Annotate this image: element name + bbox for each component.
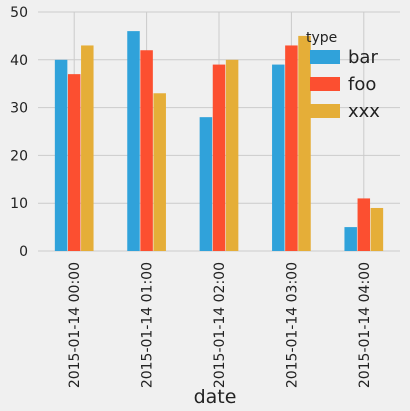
bar-bar-1 [127, 31, 140, 252]
legend-title: type [306, 30, 337, 46]
x-tick-labels: 2015-01-14 00:00 2015-01-14 01:00 2015-01-… [67, 262, 373, 388]
bar-xxx-0 [81, 45, 94, 252]
y-tick-label: 20 [10, 148, 28, 164]
bar-foo-3 [285, 45, 298, 252]
bar-xxx-1 [153, 93, 166, 251]
bar-xxx-2 [225, 59, 239, 251]
x-axis-label: date [194, 386, 237, 408]
bar-bar-4 [344, 227, 357, 251]
y-tick-label: 0 [19, 244, 28, 260]
x-tick-label: 2015-01-14 04:00 [357, 262, 373, 388]
bar-bar-0 [54, 59, 68, 251]
bar-xxx-3 [298, 35, 311, 252]
bar-bar-2 [199, 117, 213, 251]
legend-label-xxx: xxx [348, 101, 380, 122]
legend-swatch-xxx [310, 104, 340, 118]
x-tick-label: 2015-01-14 00:00 [67, 262, 83, 388]
legend-label-bar: bar [348, 47, 378, 68]
bar-xxx-4 [370, 207, 384, 251]
x-tick-label: 2015-01-14 03:00 [284, 262, 300, 388]
bar-bar-3 [272, 64, 285, 251]
bar-foo-2 [212, 64, 226, 251]
bar-foo-4 [357, 198, 371, 251]
y-tick-labels: 0 10 20 30 40 50 [10, 5, 28, 260]
y-tick-label: 50 [10, 5, 28, 21]
y-tick-label: 30 [10, 101, 28, 117]
legend-swatch-foo [310, 77, 340, 91]
legend: type bar foo xxx [306, 30, 380, 122]
x-tick-label: 2015-01-14 01:00 [140, 262, 156, 388]
legend-label-foo: foo [348, 74, 376, 95]
y-tick-label: 40 [10, 53, 28, 69]
x-tick-label: 2015-01-14 02:00 [212, 262, 228, 388]
bar-foo-1 [140, 50, 153, 251]
bars [54, 31, 384, 252]
y-tick-label: 10 [10, 196, 28, 212]
bar-foo-0 [67, 74, 81, 251]
legend-swatch-bar [310, 50, 340, 64]
